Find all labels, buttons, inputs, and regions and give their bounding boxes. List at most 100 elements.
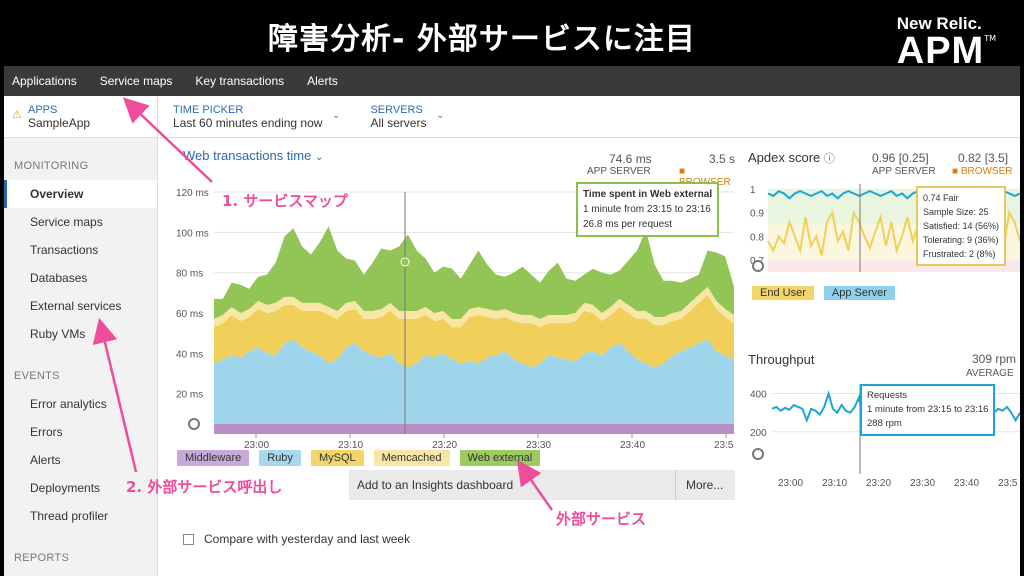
area-middleware [214,423,734,434]
apdex-app-value: 0.96 [0.25] [872,151,929,165]
web-transactions-chart[interactable]: 120 ms 100 ms 80 ms 60 ms 40 ms 20 ms 23:00 23:… [174,180,734,450]
x-tick-label: 23:10 [822,478,847,489]
sidebar-item-service-maps[interactable]: Service maps [30,215,103,229]
question-circle-icon[interactable]: ⓘ [823,153,835,165]
legend-mysql[interactable]: MySQL [310,450,364,466]
legend-end-user[interactable]: End User [752,286,814,300]
legend-app-server[interactable]: App Server [823,286,895,300]
nav-alerts[interactable]: Alerts [307,74,338,88]
servers-picker-value: All servers [370,116,427,130]
area-web-external [214,226,734,320]
apdex-app-label: APP SERVER [872,166,936,177]
nav-applications[interactable]: Applications [12,74,77,88]
sidebar-item-deployments[interactable]: Deployments [30,481,101,495]
nav-key-transactions[interactable]: Key transactions [195,74,285,88]
servers-picker[interactable]: SERVERS All servers ⌄ [370,104,444,137]
sidebar-item-external-services[interactable]: External services [30,299,122,313]
legend-middleware[interactable]: Middleware [177,450,250,466]
browser-time: 3.5 s [709,152,736,166]
apdex-browser-label: ■ BROWSER [952,166,1013,177]
picker-bar: TIME PICKER Last 60 minutes ending now ⌄… [159,96,1020,138]
sidebar: ⚠ APPS SampleApp MONITORING Overview Ser… [4,96,158,576]
sidebar-item-error-analytics[interactable]: Error analytics [30,397,107,411]
compare-checkbox[interactable] [183,533,194,545]
app-server-time: 74.6 ms [609,152,652,166]
chart-reset-icon [752,448,764,460]
servers-picker-title: SERVERS [370,104,423,116]
logo-tm: TM [984,34,996,43]
sidebar-item-ruby-vms[interactable]: Ruby VMs [30,327,86,341]
logo-product: APM [896,30,985,72]
main-content: TIME PICKER Last 60 minutes ending now ⌄… [159,96,1020,576]
chart-reset-icon [752,260,764,272]
apps-label: APPS [28,104,58,116]
compare-label: Compare with yesterday and last week [204,532,411,546]
sidebar-item-databases[interactable]: Databases [30,271,88,285]
y-tick-label: 100 ms [176,228,209,239]
x-tick-label: 23:5 [998,478,1018,489]
y-tick-label: 0.8 [750,232,764,243]
x-tick-label: 23:40 [954,478,979,489]
x-tick-label: 23:5 [714,440,734,450]
apdex-legend: End User App Server [752,286,895,300]
monitoring-heading: MONITORING [14,160,89,172]
chart-reset-icon [188,418,200,430]
x-tick-label: 23:00 [778,478,803,489]
right-panel: Apdex score ⓘ 0.96 [0.25] 0.82 [3.5] APP… [748,150,1020,576]
y-tick-label: 0.9 [750,209,764,220]
time-picker-title: TIME PICKER [173,104,244,116]
annotation-external-service: 外部サービス [556,510,647,528]
x-tick-label: 23:30 [526,440,551,450]
logo-brand: New Relic. [896,14,982,33]
throughput-tooltip: Requests 1 minute from 23:15 to 23:16 28… [860,384,996,436]
y-tick-label: 400 [750,390,767,401]
y-tick-label: 20 ms [176,390,203,401]
chevron-down-icon: ⌄ [315,152,324,163]
events-heading: EVENTS [14,370,60,382]
chart-legend: Middleware Ruby MySQL Memcached Web exte… [177,450,550,466]
x-tick-label: 23:20 [432,440,457,450]
nav-service-maps[interactable]: Service maps [99,74,173,88]
area-mysql [214,294,734,368]
y-tick-label: 1 [750,185,756,196]
throughput-title: Throughput [748,352,815,367]
x-tick-label: 23:20 [866,478,891,489]
sidebar-item-transactions[interactable]: Transactions [30,243,99,257]
hover-point [400,257,410,267]
warning-icon: ⚠ [12,109,22,121]
compare-option[interactable]: Compare with yesterday and last week [183,532,410,546]
x-tick-label: 23:00 [244,440,269,450]
slide-title: 障害分析- 外部サービスに注目 [268,22,696,57]
add-to-insights-button[interactable]: Add to an Insights dashboard [357,478,514,492]
web-transactions-dropdown[interactable]: Web transactions time ⌄ [183,148,323,163]
apdex-title: Apdex score ⓘ [748,150,835,165]
legend-web-external[interactable]: Web external [459,450,541,466]
reports-heading: REPORTS [14,552,70,564]
area-ruby [214,339,734,424]
sidebar-item-alerts[interactable]: Alerts [30,453,61,467]
legend-memcached[interactable]: Memcached [373,450,450,466]
new-relic-logo: New Relic. APMTM [896,14,996,70]
top-nav: Applications Service maps Key transactio… [4,66,1020,96]
insights-bar: Add to an Insights dashboard More... [349,470,735,500]
throughput-value: 309 rpm [972,352,1017,366]
app-name: SampleApp [28,116,91,130]
annotation-service-map: 1. サービスマップ [222,192,348,210]
legend-ruby[interactable]: Ruby [259,450,301,466]
chevron-down-icon: ⌄ [436,110,445,121]
web-transactions-title: Web transactions time [183,148,312,163]
more-button[interactable]: More... [675,470,735,500]
time-picker[interactable]: TIME PICKER Last 60 minutes ending now ⌄ [173,104,340,137]
apdex-band-frustrated [768,260,1020,272]
apm-window: Applications Service maps Key transactio… [4,66,1020,576]
chevron-down-icon: ⌄ [332,110,341,121]
web-external-tooltip: Time spent in Web external 1 minute from… [576,182,720,237]
apdex-browser-value: 0.82 [3.5] [958,151,1009,165]
sidebar-item-errors[interactable]: Errors [30,425,63,439]
sidebar-item-overview[interactable]: Overview [4,180,157,208]
apps-selector[interactable]: ⚠ APPS SampleApp [4,96,157,138]
y-tick-label: 80 ms [176,269,203,280]
x-tick-label: 23:10 [338,440,363,450]
throughput-sub: AVERAGE [966,368,1014,379]
sidebar-item-thread-profiler[interactable]: Thread profiler [30,509,109,523]
